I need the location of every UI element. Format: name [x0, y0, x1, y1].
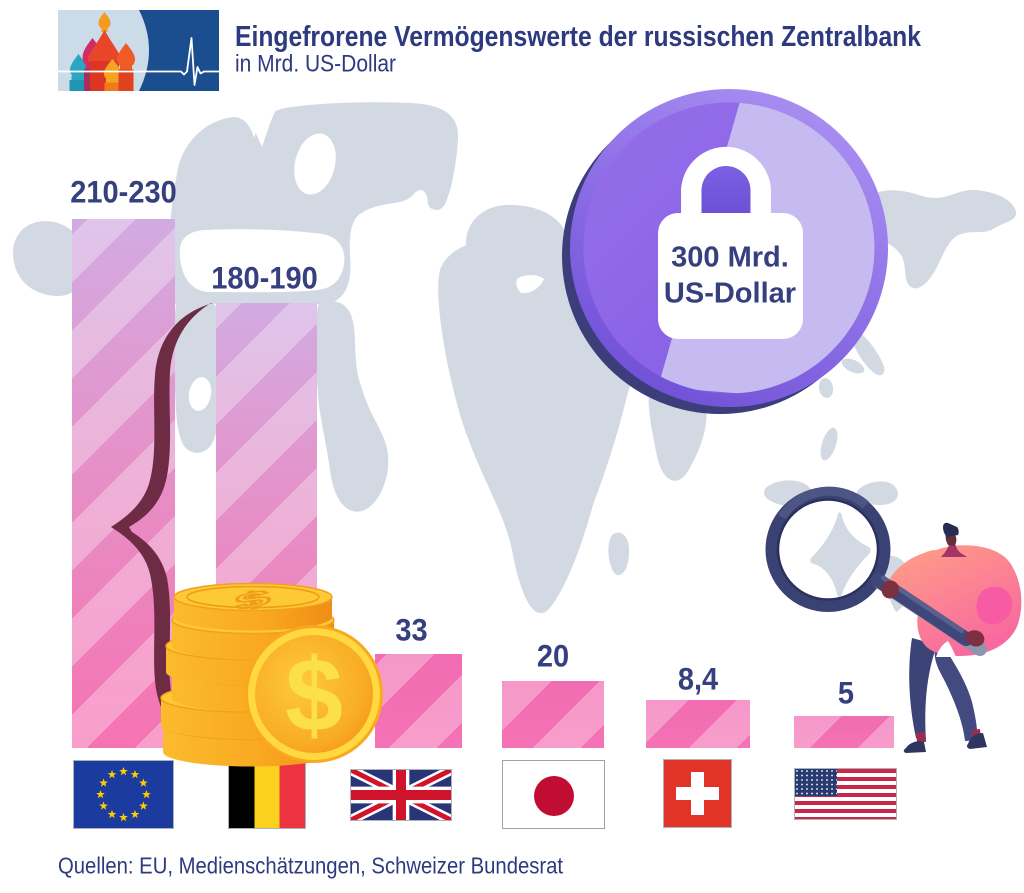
svg-text:$: $	[285, 638, 343, 754]
svg-text:300 Mrd.: 300 Mrd.	[671, 242, 789, 274]
svg-text:US-Dollar: US-Dollar	[664, 278, 796, 310]
